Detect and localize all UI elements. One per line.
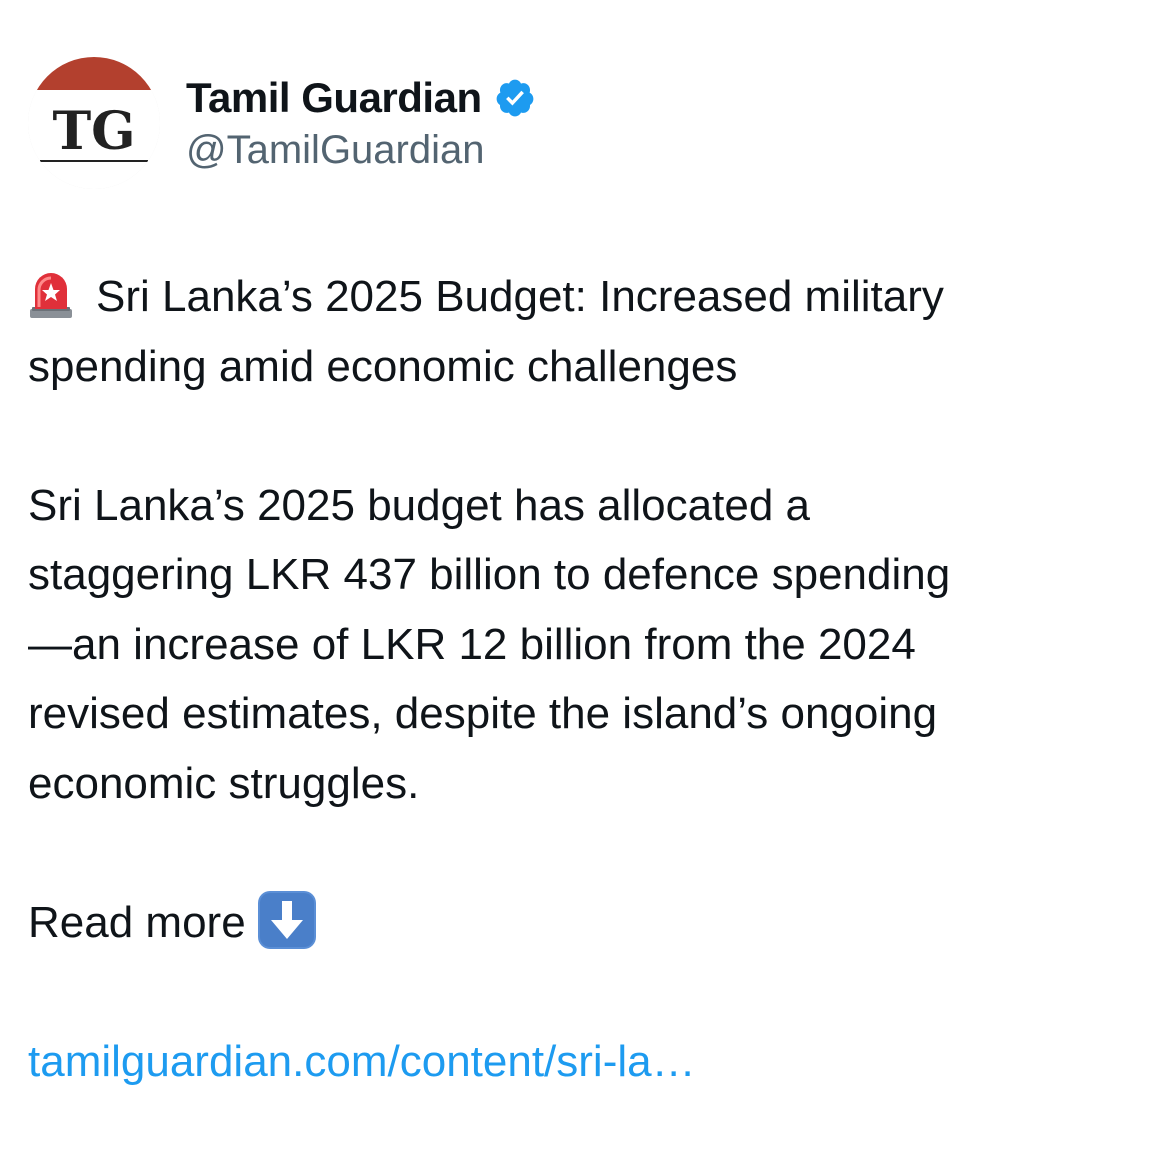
headline-line-1: Sri Lanka’s 2025 Budget: Increased milit… — [28, 262, 1128, 332]
avatar-logo-text: TG — [52, 101, 135, 162]
body-line-4: revised estimates, despite the island’s … — [28, 689, 938, 738]
headline-text-1: Sri Lanka’s 2025 Budget: Increased milit… — [96, 272, 944, 321]
tamil-guardian-logo-icon: TG — [28, 57, 160, 189]
tweet-text: Sri Lanka’s 2025 Budget: Increased milit… — [28, 262, 1128, 1096]
siren-icon — [30, 273, 72, 318]
headline-line-2: spending amid economic challenges — [28, 341, 738, 391]
avatar[interactable]: TG — [28, 57, 160, 189]
author-identity: Tamil Guardian @TamilGuardian — [186, 74, 536, 173]
body-line-5: economic struggles. — [28, 758, 420, 808]
author-display-name[interactable]: Tamil Guardian — [186, 73, 482, 121]
article-link[interactable]: tamilguardian.com/content/sri-la… — [28, 1036, 696, 1086]
down-arrow-icon — [257, 890, 316, 949]
read-more-line: Read more — [28, 888, 1128, 958]
body-line-2: staggering LKR 437 billion to defence sp… — [28, 550, 951, 599]
read-more-label: Read more — [28, 897, 246, 947]
verified-badge-icon[interactable] — [494, 77, 536, 119]
body-line-3: —an increase of LKR 12 billion from the … — [28, 619, 916, 669]
paragraph-gap — [28, 957, 1128, 1027]
author-handle[interactable]: @TamilGuardian — [186, 127, 485, 172]
paragraph-gap — [28, 401, 1128, 471]
tweet-header: TG Tamil Guardian @TamilGuardian — [28, 56, 536, 190]
link-line: tamilguardian.com/content/sri-la… — [28, 1027, 1128, 1097]
body-line-1: Sri Lanka’s 2025 budget has allocated a — [28, 480, 810, 530]
name-row: Tamil Guardian — [186, 74, 536, 122]
paragraph-gap — [28, 818, 1128, 888]
